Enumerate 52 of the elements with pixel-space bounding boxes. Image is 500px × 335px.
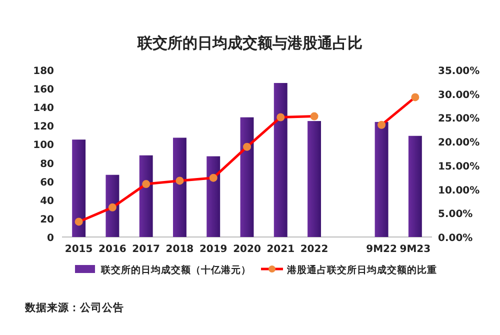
y2-tick-label: 25.00%	[438, 114, 480, 125]
bar	[106, 174, 120, 237]
point	[276, 113, 285, 122]
x-tick-label: 2018	[166, 244, 194, 255]
point	[74, 218, 83, 226]
x-tick-label: 2016	[98, 244, 126, 255]
bar	[240, 117, 254, 237]
y-tick-label: 100	[33, 140, 54, 152]
y-tick-label: 80	[40, 158, 54, 170]
bar	[308, 121, 321, 237]
bar	[139, 155, 153, 237]
bar	[374, 122, 388, 237]
y2-tick-label: 20.00%	[438, 138, 480, 149]
y-tick-label: 20	[40, 214, 54, 226]
y-tick-label: 160	[33, 84, 54, 96]
y-tick-label: 60	[40, 177, 54, 188]
y-tick-label: 40	[40, 196, 54, 207]
point	[310, 112, 318, 120]
x-tick-label: 2017	[132, 244, 160, 255]
x-tick-label: 9M22	[366, 244, 397, 255]
bar	[173, 138, 186, 237]
point	[108, 203, 116, 212]
point	[176, 176, 184, 185]
source-note: 数据来源：公司公告	[24, 301, 124, 314]
bar	[408, 136, 422, 237]
y-tick-label: 120	[33, 122, 54, 133]
y2-tick-label: 0.00%	[438, 233, 473, 244]
point	[378, 120, 386, 129]
legend-label: 联交所的日均成交额（十亿港元）	[100, 264, 251, 276]
bar	[274, 82, 288, 237]
bar	[72, 140, 86, 237]
x-tick-label: 2019	[199, 244, 228, 255]
point	[209, 174, 218, 182]
x-tick-label: 2020	[233, 244, 261, 255]
y2-tick-label: 15.00%	[438, 161, 480, 172]
x-tick-label: 2022	[300, 244, 328, 255]
x-tick-label: 9M23	[400, 244, 431, 255]
point	[411, 93, 420, 102]
y-tick-label: 0	[47, 233, 54, 244]
bar	[206, 156, 220, 237]
y2-tick-label: 5.00%	[438, 209, 473, 220]
legend-label: 港股通占联交所日均成交额的比重	[286, 264, 437, 276]
y2-tick-label: 35.00%	[438, 66, 480, 77]
y-tick-label: 140	[33, 103, 54, 114]
chart-title: 联交所的日均成交额与港股通占比	[136, 34, 362, 52]
y-tick-label: 180	[33, 66, 54, 77]
point	[243, 142, 251, 151]
point	[142, 180, 150, 188]
y2-tick-label: 30.00%	[438, 90, 480, 101]
y2-tick-label: 10.00%	[438, 185, 480, 196]
x-tick-label: 2021	[266, 244, 295, 255]
x-tick-label: 2015	[64, 244, 93, 255]
